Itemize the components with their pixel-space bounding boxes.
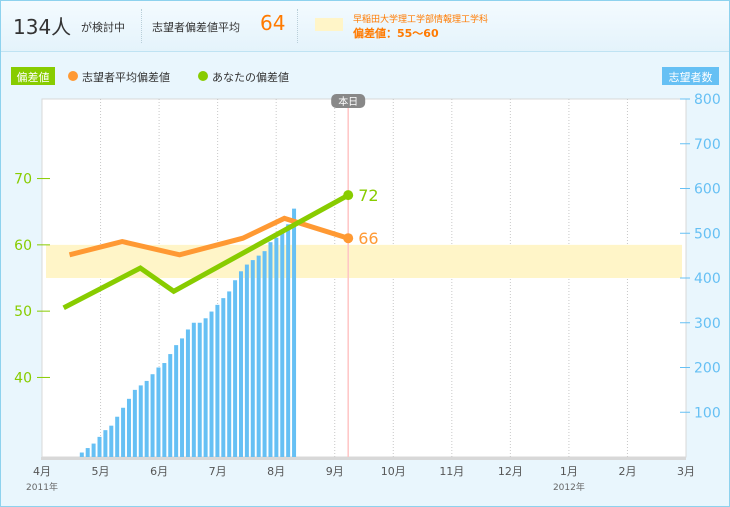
left-axis-title-box bbox=[11, 67, 55, 85]
series-end-label: 66 bbox=[358, 229, 378, 248]
applicant-bar bbox=[203, 318, 208, 457]
applicant-bar bbox=[209, 311, 214, 457]
applicant-bar bbox=[97, 436, 102, 457]
right-tick-label: 600 bbox=[694, 182, 721, 198]
applicant-bar bbox=[115, 416, 120, 457]
x-tick-label: 9月 bbox=[326, 465, 344, 478]
series-end-point bbox=[343, 233, 354, 244]
left-tick-label: 60 bbox=[14, 238, 32, 254]
applicant-bar bbox=[156, 367, 161, 457]
applicant-bar bbox=[109, 425, 114, 457]
right-tick-label: 700 bbox=[694, 137, 721, 153]
legend-label: 志望者平均偏差値 bbox=[82, 70, 170, 84]
applicant-bar bbox=[268, 242, 273, 457]
band-swatch bbox=[315, 18, 343, 31]
applicant-bar bbox=[174, 345, 179, 457]
year-label: 2012年 bbox=[553, 481, 585, 493]
right-tick-label: 200 bbox=[694, 361, 721, 377]
band-label: 偏差値：55〜60 bbox=[353, 27, 439, 40]
applicant-bar bbox=[168, 354, 173, 457]
applicant-bar bbox=[262, 251, 267, 457]
applicant-bar bbox=[250, 260, 255, 457]
average-label: 志望者偏差値平均 bbox=[152, 21, 240, 34]
applicant-bar bbox=[256, 255, 261, 457]
left-tick-label: 50 bbox=[14, 304, 32, 320]
right-axis-title: 志望者数 bbox=[669, 71, 713, 84]
applicant-bar bbox=[138, 385, 143, 457]
left-axis-title: 偏差値 bbox=[17, 70, 50, 84]
x-tick-label: 1月 bbox=[560, 465, 578, 478]
applicant-bar bbox=[126, 398, 131, 457]
right-tick-label: 500 bbox=[694, 226, 721, 242]
applicant-bar bbox=[280, 231, 285, 457]
series-end-point bbox=[343, 190, 354, 201]
candidate-count: 134人 bbox=[13, 15, 72, 39]
left-tick-label: 40 bbox=[14, 370, 32, 386]
applicant-bar bbox=[215, 304, 220, 457]
applicant-bar bbox=[85, 448, 90, 457]
applicant-bar bbox=[79, 452, 84, 457]
x-tick-label: 4月 bbox=[33, 465, 51, 478]
x-tick-label: 3月 bbox=[677, 465, 695, 478]
right-tick-label: 100 bbox=[694, 405, 721, 421]
legend-marker bbox=[68, 71, 78, 81]
series-line bbox=[62, 192, 350, 311]
year-label: 2011年 bbox=[26, 481, 58, 493]
x-tick-label: 2月 bbox=[618, 465, 636, 478]
applicant-bar bbox=[91, 443, 96, 457]
applicant-bar bbox=[132, 389, 137, 457]
x-tick-label: 6月 bbox=[150, 465, 168, 478]
applicant-bar bbox=[185, 329, 190, 457]
right-tick-label: 300 bbox=[694, 316, 721, 332]
applicant-bar bbox=[180, 338, 185, 457]
left-tick-label: 70 bbox=[14, 172, 32, 188]
applicant-bar bbox=[227, 291, 232, 457]
applicant-bar bbox=[274, 237, 279, 457]
applicant-bar bbox=[292, 208, 297, 457]
applicant-bar bbox=[150, 374, 155, 457]
x-tick-label: 12月 bbox=[498, 465, 523, 478]
applicant-bar bbox=[162, 363, 167, 457]
x-tick-label: 10月 bbox=[381, 465, 406, 478]
applicant-bar bbox=[233, 280, 238, 457]
x-tick-label: 11月 bbox=[439, 465, 464, 478]
applicant-bar bbox=[286, 224, 291, 457]
applicant-bar bbox=[103, 430, 108, 457]
target-band bbox=[46, 244, 682, 278]
x-tick-label: 7月 bbox=[209, 465, 227, 478]
average-value: 64 bbox=[260, 11, 286, 35]
applicant-bar bbox=[191, 322, 196, 457]
applicant-bar bbox=[121, 407, 126, 457]
right-axis-title-box bbox=[662, 67, 719, 85]
today-label: 本日 bbox=[338, 95, 358, 108]
right-tick-label: 400 bbox=[694, 271, 721, 287]
applicant-bar bbox=[244, 264, 249, 457]
right-tick-label: 800 bbox=[694, 92, 721, 108]
header-bar: 134人 が検討中 志望者偏差値平均 64 早稲田大学理工学部情報理工学科 偏差… bbox=[1, 1, 729, 52]
x-tick-label: 5月 bbox=[92, 465, 110, 478]
legend-marker bbox=[198, 71, 208, 81]
applicant-bar bbox=[221, 298, 226, 457]
applicant-bar bbox=[197, 322, 202, 457]
today-badge bbox=[331, 94, 366, 108]
school-name: 早稲田大学理工学部情報理工学科 bbox=[353, 15, 489, 25]
header-divider bbox=[297, 9, 299, 43]
legend-label: あなたの偏差値 bbox=[212, 70, 289, 84]
candidate-count-suffix: が検討中 bbox=[81, 21, 125, 34]
applicant-bar bbox=[238, 271, 243, 457]
header-divider bbox=[141, 9, 143, 43]
x-tick-label: 8月 bbox=[267, 465, 285, 478]
applicant-bar bbox=[144, 380, 149, 457]
series-end-label: 72 bbox=[358, 186, 378, 205]
